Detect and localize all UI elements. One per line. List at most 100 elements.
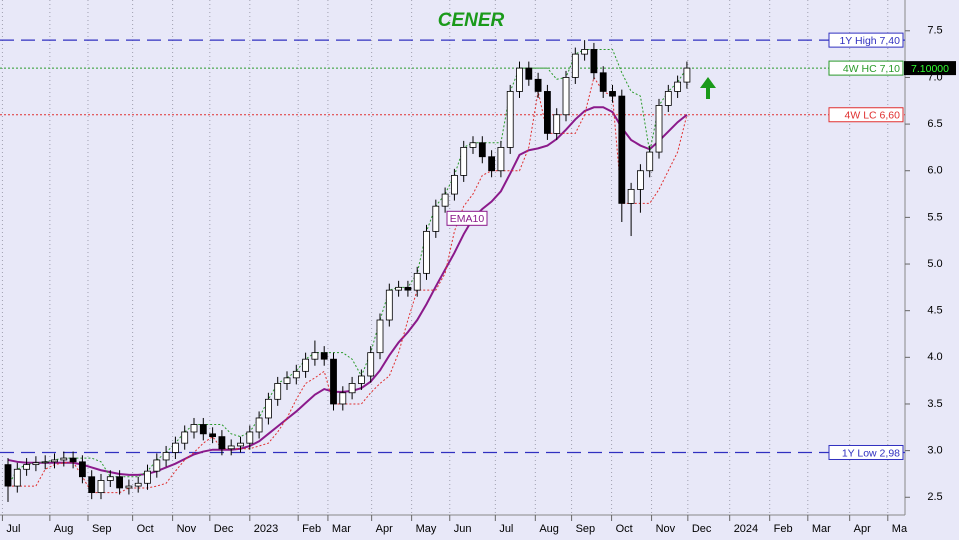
candle-body bbox=[330, 358, 337, 405]
candle-body bbox=[274, 383, 282, 400]
candle-body bbox=[423, 230, 430, 274]
candle-body bbox=[339, 392, 347, 405]
x-tick-label: Sep bbox=[92, 523, 112, 535]
y-tick-label: 7.5 bbox=[927, 25, 942, 37]
y-tick-label: 4.5 bbox=[927, 305, 942, 317]
candle-body bbox=[32, 462, 40, 466]
candle-body bbox=[69, 457, 77, 463]
y-tick-label: 3.5 bbox=[927, 398, 942, 410]
x-tick-label: Apr bbox=[376, 523, 393, 535]
x-tick-label: Oct bbox=[137, 523, 154, 535]
level-label-box bbox=[828, 60, 904, 76]
candle-body bbox=[41, 461, 49, 464]
x-tick-label: Nov bbox=[656, 523, 676, 535]
candle-body bbox=[60, 457, 68, 461]
candle-body bbox=[544, 91, 551, 134]
candle-body bbox=[478, 142, 486, 158]
envelope-line bbox=[7, 76, 688, 494]
candle-body bbox=[674, 81, 682, 92]
candle-body bbox=[162, 452, 170, 461]
candle-body bbox=[283, 377, 291, 384]
candle-body bbox=[395, 286, 403, 291]
y-tick-label: 5.5 bbox=[927, 211, 942, 223]
candle-body bbox=[265, 398, 272, 419]
candle-body bbox=[488, 156, 496, 172]
last-price-label: 7.10000 bbox=[911, 63, 949, 75]
candle-body bbox=[13, 468, 21, 487]
candle-body bbox=[460, 147, 468, 176]
up-arrow bbox=[700, 77, 716, 99]
x-tick-label: Mar bbox=[812, 523, 831, 535]
candle-body bbox=[553, 114, 561, 134]
candle-body bbox=[376, 319, 384, 354]
candle-body bbox=[153, 459, 161, 472]
candle-body bbox=[125, 485, 133, 489]
x-tick-label: Mar bbox=[332, 523, 351, 535]
level-label-box bbox=[828, 444, 904, 460]
candle-body bbox=[599, 72, 607, 92]
level-label-box bbox=[828, 32, 904, 48]
candle-body bbox=[469, 142, 477, 148]
x-tick-label: May bbox=[416, 523, 437, 535]
x-tick-label: Dec bbox=[214, 523, 234, 535]
candle-body bbox=[227, 445, 235, 450]
candle-body bbox=[637, 170, 644, 190]
y-tick-label: 6.0 bbox=[927, 165, 942, 177]
candle-body bbox=[246, 431, 254, 444]
candle-body bbox=[571, 53, 579, 78]
candle-body bbox=[385, 289, 393, 321]
candle-body bbox=[97, 480, 105, 494]
x-tick-label: Dec bbox=[692, 523, 712, 535]
candle-body bbox=[441, 193, 449, 207]
candle-body bbox=[646, 151, 654, 172]
candle-body bbox=[581, 49, 589, 55]
x-tick-label: Aug bbox=[54, 523, 74, 535]
x-tick-label: Nov bbox=[177, 523, 197, 535]
level-label: 1Y Low 2,98 bbox=[842, 447, 900, 459]
candle-body bbox=[144, 470, 151, 484]
y-tick-label: 6.5 bbox=[927, 118, 942, 130]
y-tick-label: 5.0 bbox=[927, 258, 942, 270]
candle-body bbox=[23, 464, 30, 470]
x-tick-label: Sep bbox=[576, 523, 596, 535]
candle-body bbox=[348, 383, 356, 394]
candle-body bbox=[209, 433, 217, 438]
y-tick-label: 3.0 bbox=[927, 445, 942, 457]
candle-body bbox=[590, 49, 598, 74]
x-tick-label: Feb bbox=[302, 523, 321, 535]
x-tick-label: Ma bbox=[892, 523, 908, 535]
candle-body bbox=[320, 352, 328, 360]
candle-body bbox=[181, 431, 189, 444]
x-tick-label: Apr bbox=[854, 523, 871, 535]
x-tick-label: Aug bbox=[539, 523, 559, 535]
candle-body bbox=[51, 459, 58, 463]
x-tick-label: Feb bbox=[774, 523, 793, 535]
candle-body bbox=[404, 286, 412, 291]
candle-body bbox=[88, 476, 96, 494]
y-tick-label: 4.0 bbox=[927, 351, 942, 363]
x-tick-label: Jun bbox=[454, 523, 472, 535]
level-label: 4W HC 7,10 bbox=[843, 63, 900, 75]
x-tick-label: 2023 bbox=[254, 523, 278, 535]
x-tick-label: Jul bbox=[6, 523, 20, 535]
level-label: 4W LC 6,60 bbox=[845, 110, 901, 122]
candle-body bbox=[516, 67, 523, 92]
candle-body bbox=[237, 442, 244, 447]
candle-body bbox=[302, 358, 310, 372]
candle-body bbox=[106, 476, 114, 481]
y-tick-label: 2.5 bbox=[927, 491, 942, 503]
candle-body bbox=[683, 67, 691, 83]
candle-body bbox=[292, 370, 300, 379]
candle-body bbox=[618, 95, 626, 204]
candle-body bbox=[609, 91, 616, 97]
candle-body bbox=[664, 91, 672, 106]
candle-body bbox=[199, 424, 207, 435]
candle-body bbox=[655, 105, 663, 153]
x-tick-label: Jul bbox=[499, 523, 513, 535]
candle-body bbox=[190, 424, 198, 433]
candle-body bbox=[172, 442, 179, 453]
level-label: 1Y High 7,40 bbox=[839, 35, 900, 47]
candle-body bbox=[4, 464, 12, 487]
